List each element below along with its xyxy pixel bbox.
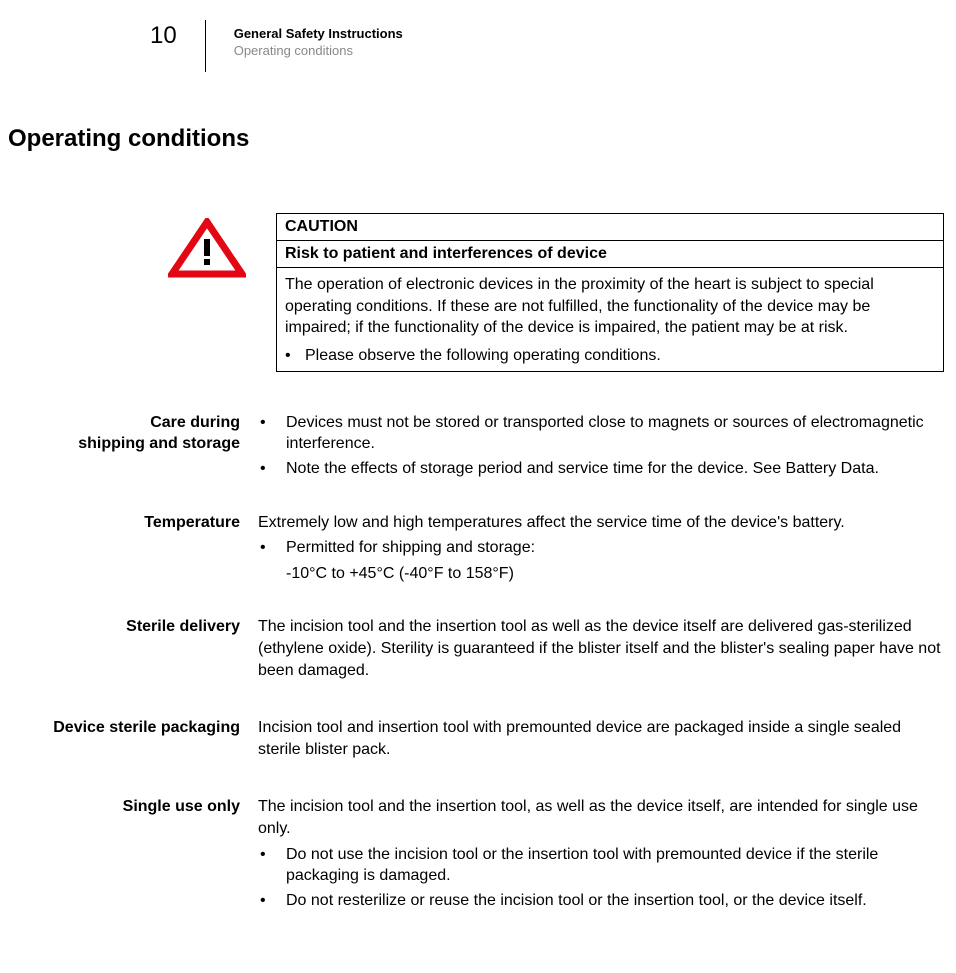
bullet-list: •Do not use the incision tool or the ins… xyxy=(258,844,944,912)
caution-box: CAUTION Risk to patient and interference… xyxy=(276,213,944,372)
bullet-item: •Do not use the incision tool or the ins… xyxy=(258,844,944,887)
bullet-text: Do not resterilize or reuse the incision… xyxy=(286,890,944,912)
section-intro: Extremely low and high temperatures affe… xyxy=(258,512,944,534)
section-content: Extremely low and high temperatures affe… xyxy=(258,512,956,585)
section-intro: The incision tool and the insertion tool… xyxy=(258,796,944,839)
section-content: Incision tool and insertion tool with pr… xyxy=(258,717,956,764)
page-number: 10 xyxy=(150,20,205,75)
bullet-list: •Devices must not be stored or transport… xyxy=(258,412,944,480)
section-content: •Devices must not be stored or transport… xyxy=(258,412,956,480)
bullet-item: •Permitted for shipping and storage: xyxy=(258,537,944,559)
bullet-text: Note the effects of storage period and s… xyxy=(286,458,944,480)
section-label: Care duringshipping and storage xyxy=(0,412,258,455)
section-content: The incision tool and the insertion tool… xyxy=(258,616,956,685)
bullet-marker: • xyxy=(258,890,286,912)
main-heading: Operating conditions xyxy=(8,125,956,153)
section-row: TemperatureExtremely low and high temper… xyxy=(0,512,956,585)
warning-triangle-icon xyxy=(168,218,246,283)
bullet-item: •Devices must not be stored or transport… xyxy=(258,412,944,455)
caution-bullet: • Please observe the following operating… xyxy=(277,345,943,371)
bullet-marker: • xyxy=(258,537,286,559)
caution-body: The operation of electronic devices in t… xyxy=(277,268,943,345)
caution-subheader: Risk to patient and interferences of dev… xyxy=(277,241,943,268)
header-subtitle: Operating conditions xyxy=(234,43,403,60)
header-text-block: General Safety Instructions Operating co… xyxy=(206,20,403,75)
section-label: Single use only xyxy=(0,796,258,818)
section-label: Device sterile packaging xyxy=(0,717,258,739)
caution-header: CAUTION xyxy=(277,214,943,241)
caution-block: CAUTION Risk to patient and interference… xyxy=(0,213,956,372)
bullet-item: •Note the effects of storage period and … xyxy=(258,458,944,480)
bullet-item: •Do not resterilize or reuse the incisio… xyxy=(258,890,944,912)
bullet-marker: • xyxy=(258,458,286,480)
section-content: The incision tool and the insertion tool… xyxy=(258,796,956,911)
section-text: The incision tool and the insertion tool… xyxy=(258,616,944,681)
header-title: General Safety Instructions xyxy=(234,26,403,43)
bullet-marker: • xyxy=(258,844,286,866)
bullet-text: Permitted for shipping and storage: xyxy=(286,537,944,559)
section-row: Device sterile packagingIncision tool an… xyxy=(0,717,956,764)
bullet-marker: • xyxy=(285,347,305,365)
bullet-text: Do not use the incision tool or the inse… xyxy=(286,844,944,887)
section-row: Single use onlyThe incision tool and the… xyxy=(0,796,956,911)
bullet-list: •Permitted for shipping and storage: xyxy=(258,537,944,559)
bullet-marker: • xyxy=(258,412,286,434)
section-row: Sterile deliveryThe incision tool and th… xyxy=(0,616,956,685)
section-label: Temperature xyxy=(0,512,258,534)
caution-bullet-text: Please observe the following operating c… xyxy=(305,347,661,365)
bullet-text: Devices must not be stored or transporte… xyxy=(286,412,944,455)
section-label: Sterile delivery xyxy=(0,616,258,638)
section-row: Care duringshipping and storage•Devices … xyxy=(0,412,956,480)
caution-icon-column xyxy=(0,213,276,283)
indented-text: -10°C to +45°C (-40°F to 158°F) xyxy=(258,563,944,585)
section-text: Incision tool and insertion tool with pr… xyxy=(258,717,944,760)
page-header: 10 General Safety Instructions Operating… xyxy=(0,0,956,75)
